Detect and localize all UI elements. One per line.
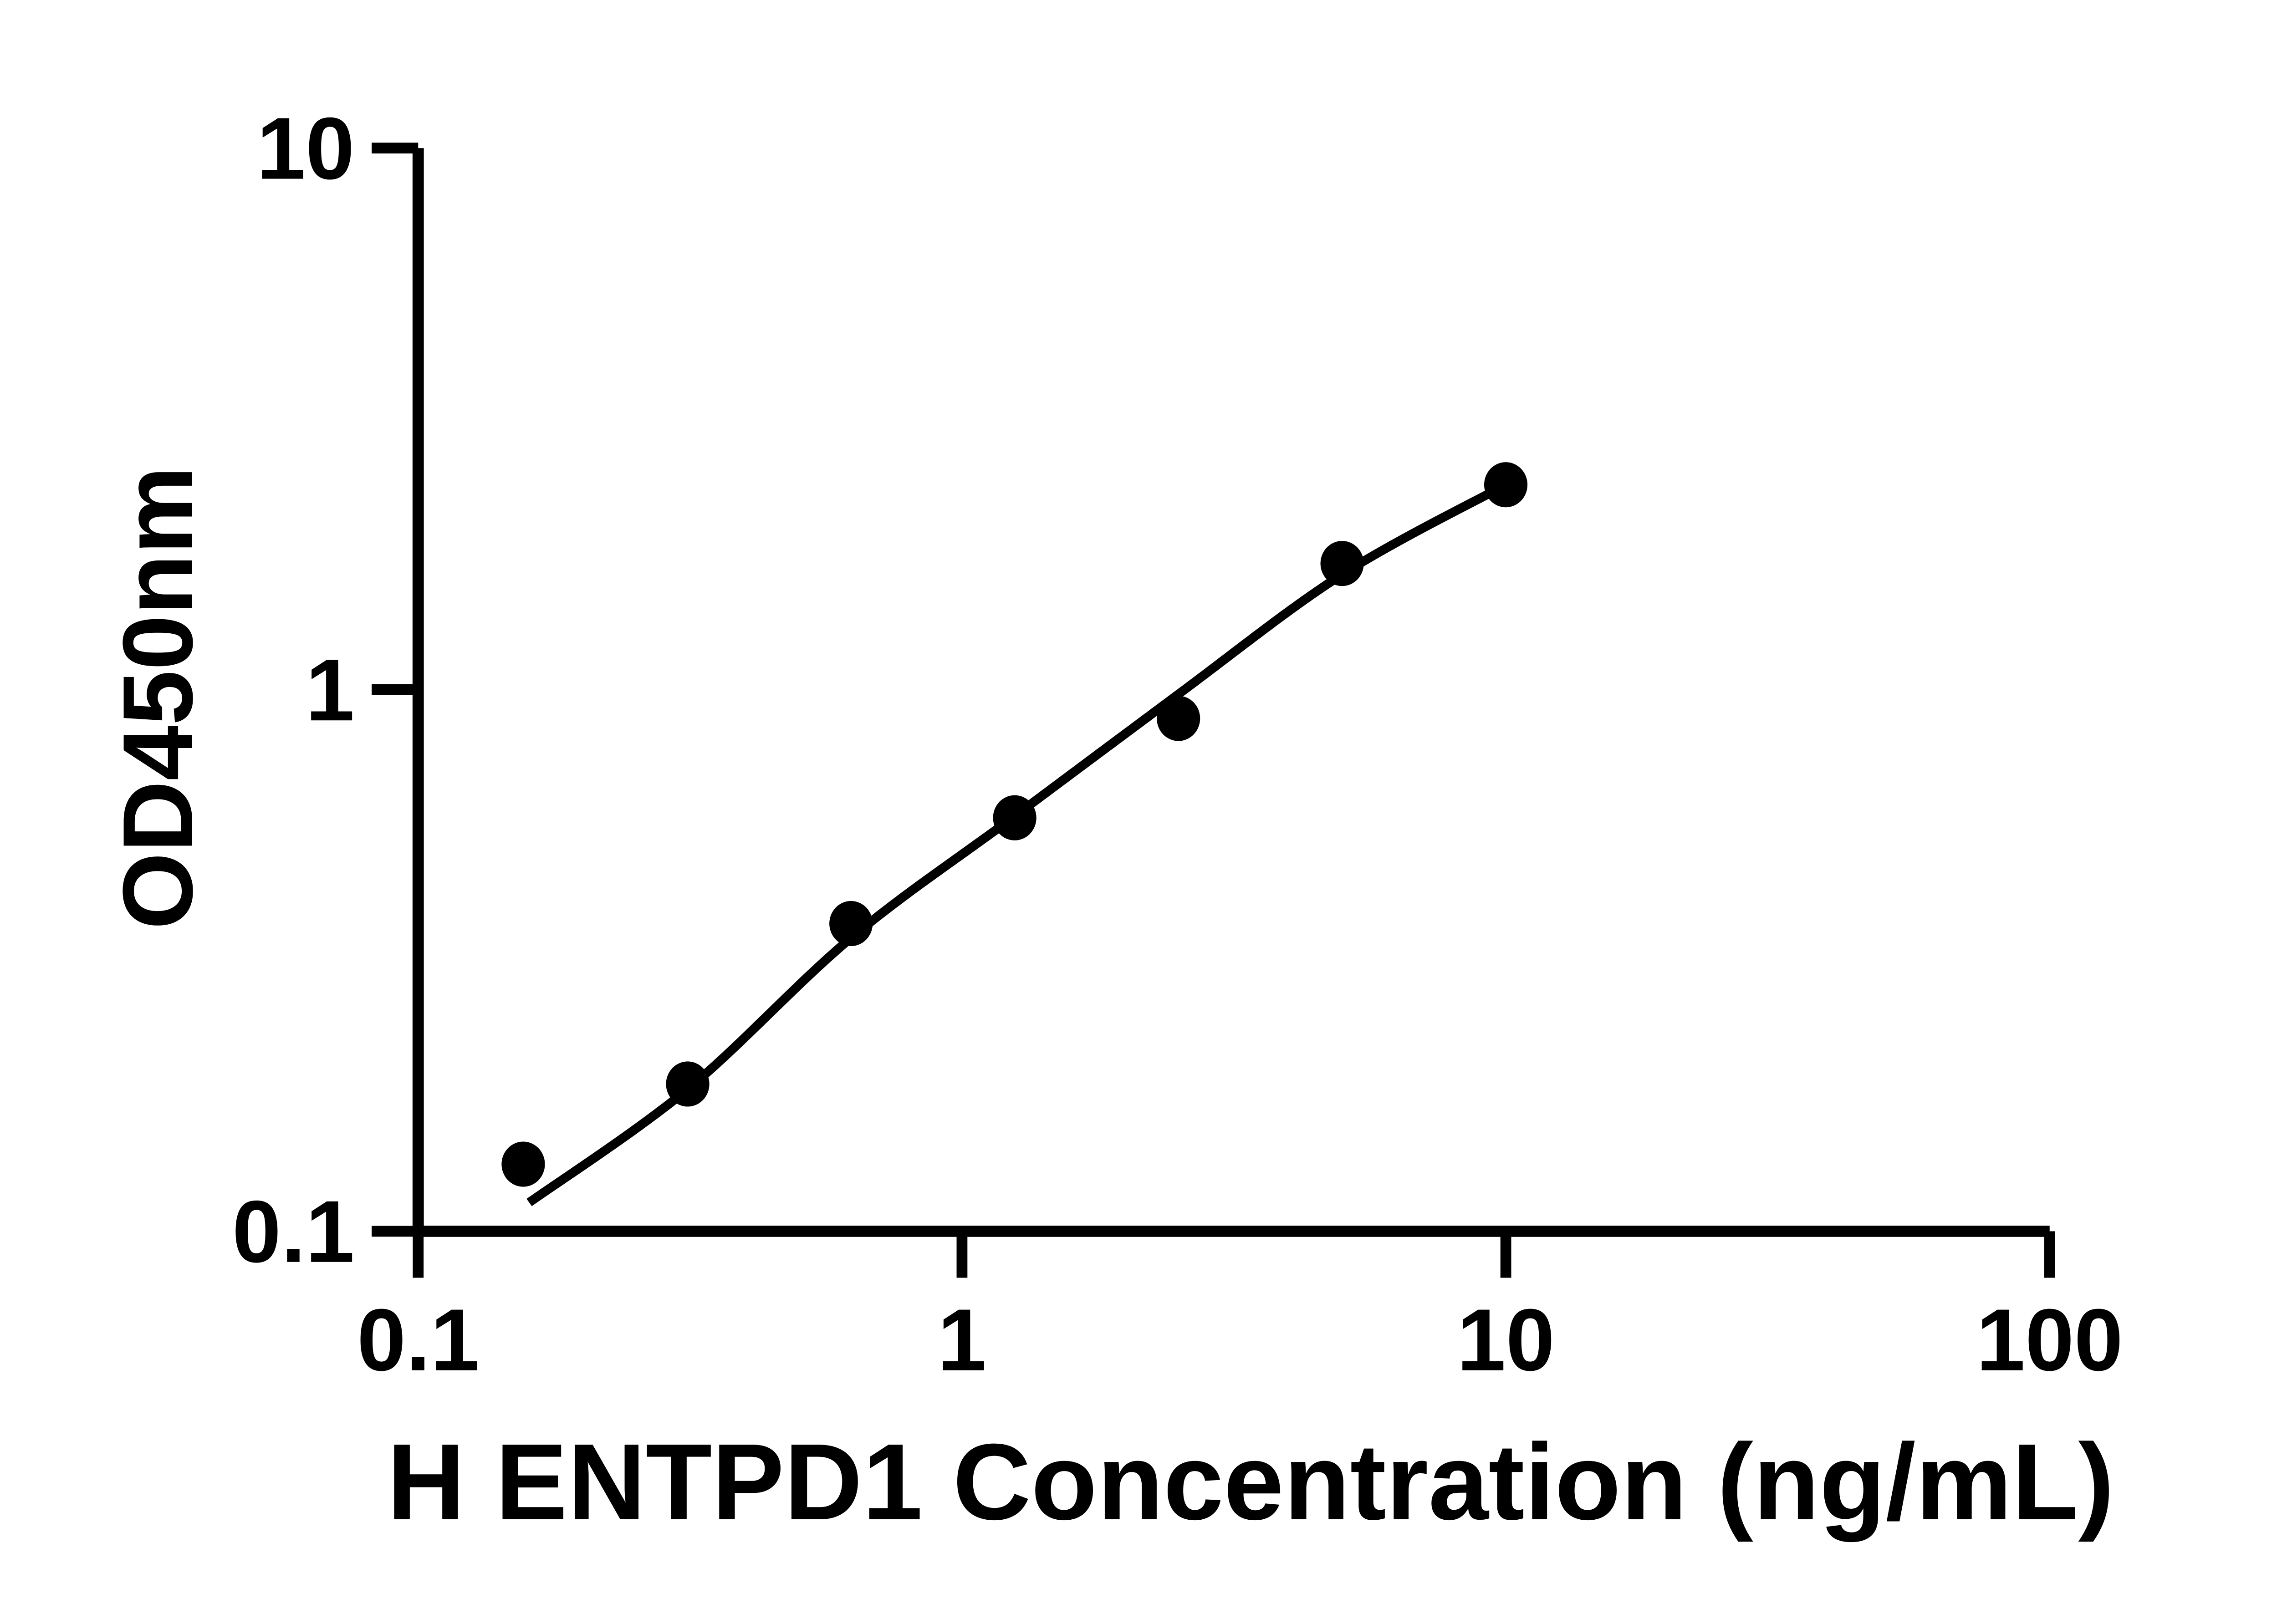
data-point (829, 901, 873, 947)
x-tick-label: 100 (1976, 1291, 2123, 1389)
y-axis-title: OD450nm (103, 466, 214, 930)
data-point (1320, 541, 1364, 586)
data-point (666, 1061, 710, 1107)
x-axis-title: H ENTPD1 Concentration (ng/mL) (387, 1422, 2114, 1543)
axis-lines (412, 148, 2050, 1237)
y-tick-label: 0.1 (232, 1182, 355, 1281)
elisa-standard-curve-figure: 0.1 1 10 100 0.1 1 10 H ENTPD1 Concentration … (18, 7, 2277, 1617)
y-tick-labels: 0.1 1 10 (232, 99, 419, 1281)
x-tick-label: 0.1 (357, 1291, 480, 1389)
data-point (501, 1141, 545, 1187)
data-points-layer (501, 462, 1528, 1187)
x-tick-label: 1 (938, 1291, 987, 1389)
y-tick-label: 1 (306, 641, 355, 739)
data-point (993, 795, 1036, 840)
plot-svg: 0.1 1 10 100 0.1 1 10 H ENTPD1 Concentration … (18, 7, 2277, 1617)
x-tick-labels: 0.1 1 10 100 (357, 1231, 2123, 1389)
data-point (1484, 462, 1528, 508)
x-tick-label: 10 (1457, 1291, 1555, 1389)
y-tick-label: 10 (257, 99, 355, 198)
axes-layer (412, 148, 2050, 1237)
data-point (1157, 696, 1200, 741)
